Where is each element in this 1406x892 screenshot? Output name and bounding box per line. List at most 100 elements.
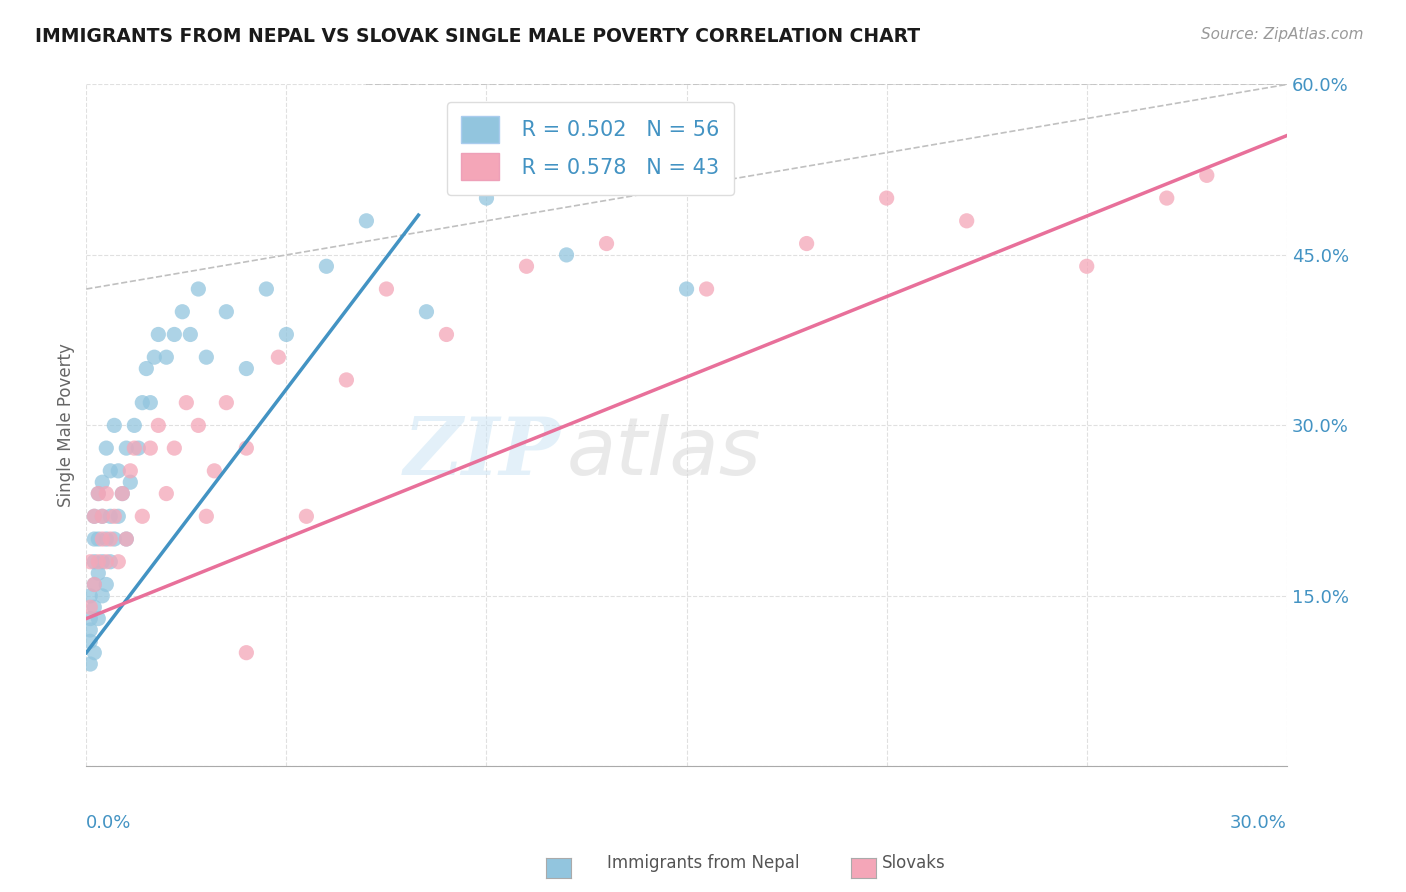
Point: [127, 441, 149, 455]
Point: [83, 600, 105, 615]
Text: 0.0%: 0.0%: [86, 814, 132, 832]
Point: [295, 509, 318, 524]
Point: [139, 395, 162, 409]
Point: [356, 214, 378, 228]
Point: [87, 555, 110, 569]
Point: [1195, 169, 1218, 183]
Point: [115, 532, 138, 546]
Point: [335, 373, 357, 387]
Point: [176, 395, 198, 409]
Point: [103, 532, 125, 546]
Point: [111, 486, 134, 500]
Point: [79, 634, 101, 648]
Point: [87, 611, 110, 625]
Point: [139, 441, 162, 455]
Point: [254, 282, 277, 296]
Point: [187, 418, 209, 433]
Point: [179, 327, 201, 342]
Point: [124, 418, 146, 433]
Point: [79, 657, 101, 671]
Point: [696, 282, 718, 296]
Point: [163, 327, 186, 342]
Point: [98, 509, 121, 524]
Text: atlas: atlas: [567, 414, 761, 491]
Point: [98, 464, 121, 478]
Point: [375, 282, 398, 296]
Point: [415, 304, 437, 318]
Point: [276, 327, 298, 342]
Point: [120, 464, 142, 478]
Point: [235, 441, 257, 455]
Text: IMMIGRANTS FROM NEPAL VS SLOVAK SINGLE MALE POVERTY CORRELATION CHART: IMMIGRANTS FROM NEPAL VS SLOVAK SINGLE M…: [35, 27, 921, 45]
Point: [91, 555, 114, 569]
Point: [107, 509, 129, 524]
Text: Immigrants from Nepal: Immigrants from Nepal: [607, 855, 799, 872]
Text: ZIP: ZIP: [404, 414, 561, 491]
Point: [96, 532, 118, 546]
Point: [148, 327, 170, 342]
Point: [235, 646, 257, 660]
Point: [111, 486, 134, 500]
Point: [103, 509, 125, 524]
Point: [79, 611, 101, 625]
Point: [79, 555, 101, 569]
Point: [202, 464, 225, 478]
Point: [91, 589, 114, 603]
Point: [315, 260, 337, 274]
Point: [876, 191, 898, 205]
Point: [107, 464, 129, 478]
Point: [83, 532, 105, 546]
Point: [675, 282, 697, 296]
Point: [135, 361, 157, 376]
Point: [148, 418, 170, 433]
Text: Slovaks: Slovaks: [882, 855, 946, 872]
Point: [124, 441, 146, 455]
Point: [87, 532, 110, 546]
Point: [83, 509, 105, 524]
Point: [475, 191, 498, 205]
Point: [1156, 191, 1178, 205]
Point: [515, 260, 537, 274]
Point: [98, 555, 121, 569]
Point: [172, 304, 194, 318]
Point: [91, 509, 114, 524]
Point: [131, 509, 153, 524]
Point: [436, 327, 458, 342]
Point: [115, 532, 138, 546]
Point: [1076, 260, 1098, 274]
Point: [96, 486, 118, 500]
Point: [195, 509, 218, 524]
Point: [96, 577, 118, 591]
Point: [83, 555, 105, 569]
Legend:  R = 0.502   N = 56,  R = 0.578   N = 43: R = 0.502 N = 56, R = 0.578 N = 43: [447, 102, 734, 194]
Point: [796, 236, 818, 251]
Point: [235, 361, 257, 376]
Point: [91, 509, 114, 524]
Point: [83, 509, 105, 524]
Point: [87, 486, 110, 500]
Point: [120, 475, 142, 490]
Point: [91, 475, 114, 490]
Point: [91, 532, 114, 546]
Point: [79, 589, 101, 603]
Point: [163, 441, 186, 455]
Point: [87, 566, 110, 581]
Point: [98, 532, 121, 546]
Point: [595, 236, 617, 251]
Point: [83, 577, 105, 591]
Point: [83, 646, 105, 660]
Point: [956, 214, 979, 228]
Point: [115, 441, 138, 455]
Point: [215, 395, 238, 409]
Point: [131, 395, 153, 409]
Point: [195, 350, 218, 364]
Point: [107, 555, 129, 569]
Point: [87, 486, 110, 500]
Point: [96, 555, 118, 569]
Point: [79, 600, 101, 615]
Y-axis label: Single Male Poverty: Single Male Poverty: [58, 343, 75, 508]
Point: [83, 577, 105, 591]
Point: [155, 486, 177, 500]
Point: [555, 248, 578, 262]
Point: [103, 418, 125, 433]
